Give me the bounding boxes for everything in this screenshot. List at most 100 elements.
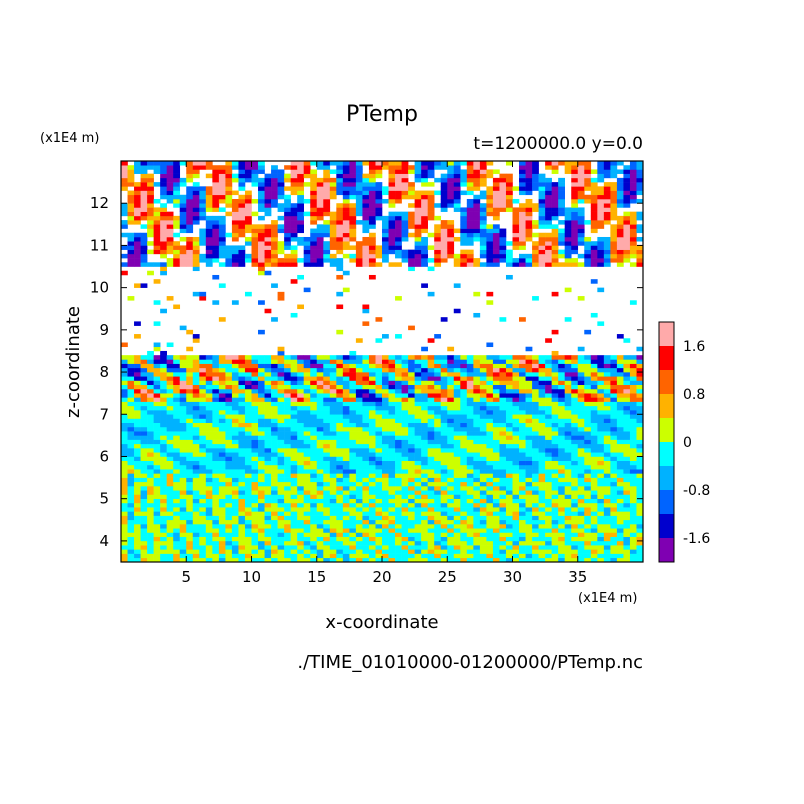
- heatmap-cell: [244, 363, 252, 369]
- heatmap-cell: [447, 477, 455, 483]
- heatmap-cell: [505, 410, 513, 415]
- heatmap-cell: [284, 515, 291, 521]
- heatmap-cell: [231, 207, 239, 212]
- heatmap-cell: [447, 557, 455, 563]
- heatmap-cell: [173, 224, 181, 229]
- heatmap-cell: [603, 486, 611, 491]
- heatmap-cell: [225, 460, 233, 466]
- heatmap-cell: [244, 540, 252, 546]
- heatmap-cell: [388, 528, 396, 533]
- heatmap-cell: [362, 448, 370, 453]
- heatmap-cell: [297, 515, 304, 521]
- heatmap-cell: [466, 502, 474, 508]
- heatmap-cell: [453, 376, 461, 381]
- heatmap-cell: [616, 414, 624, 419]
- heatmap-cell: [558, 405, 565, 411]
- heatmap-cell: [395, 486, 402, 491]
- heatmap-cell: [382, 528, 389, 533]
- heatmap-cell: [342, 236, 350, 242]
- heatmap-cell: [140, 355, 148, 360]
- heatmap-cell: [173, 410, 181, 415]
- heatmap-cell: [590, 405, 598, 411]
- heatmap-cell: [505, 203, 513, 208]
- heatmap-cell: [140, 393, 148, 398]
- heatmap-cell: [336, 540, 344, 546]
- heatmap-cell: [375, 393, 383, 398]
- heatmap-cell: [264, 211, 272, 217]
- heatmap-cell: [479, 431, 487, 436]
- heatmap-cell: [244, 405, 252, 411]
- heatmap-cell: [368, 363, 376, 369]
- heatmap-cell: [623, 536, 631, 542]
- heatmap-cell: [584, 426, 592, 432]
- heatmap-cell: [434, 418, 442, 423]
- heatmap-cell: [440, 388, 448, 394]
- heatmap-cell: [310, 405, 318, 411]
- heatmap-cell: [238, 519, 246, 525]
- heatmap-cell: [284, 384, 291, 390]
- heatmap-cell: [121, 511, 128, 516]
- heatmap-cell: [545, 372, 552, 377]
- heatmap-cell: [414, 207, 422, 212]
- heatmap-cell: [153, 300, 161, 305]
- heatmap-cell: [368, 507, 376, 512]
- heatmap-cell: [421, 511, 428, 516]
- heatmap-cell: [623, 469, 631, 474]
- heatmap-cell: [440, 367, 448, 373]
- heatmap-cell: [362, 215, 370, 221]
- heatmap-cell: [558, 456, 565, 461]
- heatmap-cell: [532, 545, 539, 550]
- heatmap-cell: [336, 376, 344, 381]
- heatmap-cell: [160, 359, 167, 364]
- heatmap-cell: [616, 249, 624, 255]
- heatmap-cell: [564, 220, 572, 225]
- heatmap-cell: [545, 435, 552, 440]
- heatmap-cell: [179, 249, 187, 255]
- heatmap-cell: [192, 338, 200, 343]
- heatmap-cell: [597, 481, 605, 487]
- heatmap-cell: [166, 405, 174, 411]
- heatmap-cell: [264, 511, 272, 516]
- heatmap-cell: [486, 490, 494, 495]
- heatmap-cell: [486, 397, 494, 402]
- heatmap-cell: [212, 384, 220, 390]
- heatmap-cell: [577, 477, 585, 483]
- heatmap-cell: [571, 410, 579, 415]
- heatmap-cell: [492, 545, 500, 550]
- heatmap-cell: [225, 372, 233, 377]
- heatmap-cell: [362, 519, 370, 525]
- heatmap-cell: [303, 367, 311, 373]
- heatmap-cell: [616, 258, 624, 263]
- heatmap-cell: [623, 481, 631, 487]
- heatmap-cell: [382, 549, 389, 554]
- heatmap-cell: [199, 405, 207, 411]
- heatmap-cell: [284, 241, 291, 246]
- heatmap-cell: [597, 528, 605, 533]
- heatmap-cell: [473, 511, 481, 516]
- heatmap-cell: [486, 519, 494, 525]
- heatmap-cell: [290, 279, 298, 284]
- heatmap-cell: [610, 452, 618, 457]
- heatmap-cell: [258, 359, 265, 364]
- heatmap-cell: [525, 207, 533, 212]
- heatmap-cell: [395, 397, 402, 402]
- heatmap-cell: [447, 460, 455, 466]
- heatmap-cell: [636, 443, 644, 449]
- heatmap-cell: [440, 481, 448, 487]
- heatmap-cell: [368, 372, 376, 377]
- heatmap-cell: [623, 545, 631, 550]
- heatmap-cell: [277, 405, 285, 411]
- heatmap-cell: [505, 515, 513, 521]
- heatmap-cell: [134, 405, 141, 411]
- heatmap-cell: [192, 393, 200, 398]
- heatmap-cell: [127, 405, 135, 411]
- heatmap-cell: [486, 253, 494, 259]
- heatmap-cell: [447, 494, 455, 499]
- heatmap-cell: [388, 502, 396, 508]
- heatmap-cell: [473, 452, 481, 457]
- heatmap-cell: [623, 232, 631, 238]
- heatmap-cell: [297, 524, 304, 529]
- heatmap-cell: [584, 498, 592, 504]
- heatmap-cell: [251, 258, 259, 263]
- heatmap-cell: [186, 397, 194, 402]
